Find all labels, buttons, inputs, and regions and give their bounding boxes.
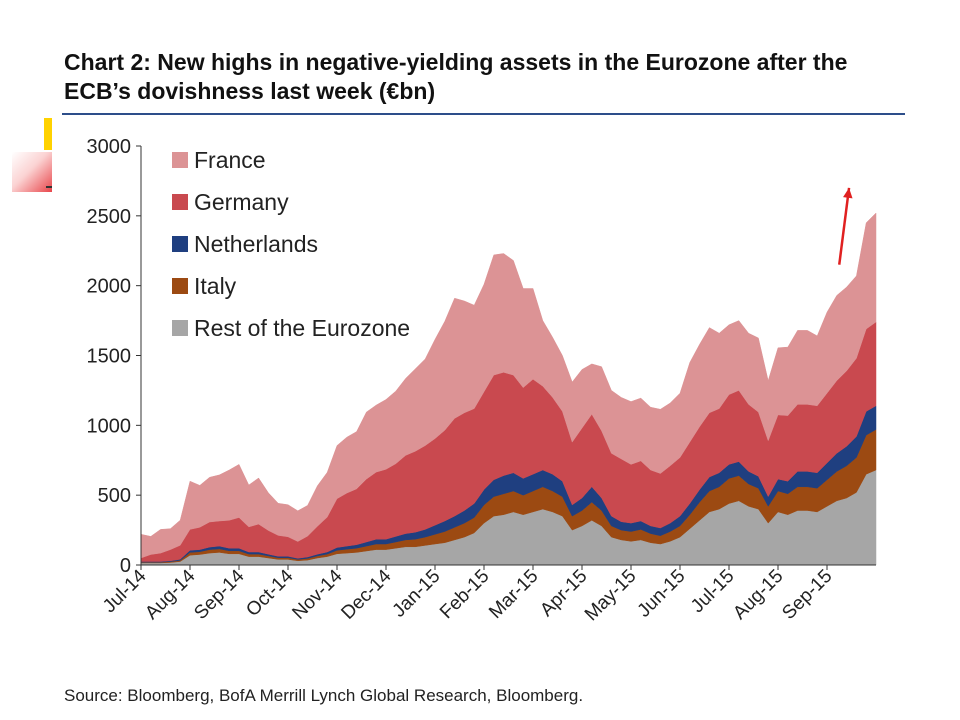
slide-accent-bar [44, 118, 52, 150]
x-tick-label: Aug-15 [729, 566, 787, 624]
legend-label: Germany [194, 188, 289, 215]
legend-swatch [172, 152, 188, 168]
y-tick-label: 0 [120, 555, 131, 577]
legend-swatch [172, 278, 188, 294]
x-tick-label: Sep-15 [778, 566, 836, 624]
legend-item: Netherlands [172, 223, 410, 265]
x-tick-label: Jun-15 [634, 566, 690, 622]
y-tick-label: 2000 [87, 276, 132, 298]
annotations [838, 187, 853, 265]
y-tick-label: 3000 [87, 136, 132, 158]
legend-item: France [172, 139, 410, 181]
trend-arrow-shaft [838, 187, 851, 265]
chart-source: Source: Bloomberg, BofA Merrill Lynch Gl… [64, 686, 584, 705]
legend-swatch [172, 320, 188, 336]
x-tick-label: Dec-14 [337, 565, 395, 623]
slide-accent-square [12, 152, 52, 192]
x-tick-label: Aug-14 [141, 565, 199, 623]
x-tick-label: Mar-15 [485, 566, 542, 623]
x-tick-label: Nov-14 [288, 565, 346, 623]
area-france [140, 212, 877, 559]
legend-label: Netherlands [194, 230, 319, 257]
x-tick-label: Sep-14 [190, 565, 248, 623]
x-tick-label: Jan-15 [389, 566, 445, 622]
trend-arrow-head [843, 187, 853, 199]
title-rule [62, 113, 905, 115]
x-tick-label: May-15 [581, 566, 641, 626]
legend-label: Rest of the Eurozone [194, 314, 411, 341]
y-tick-label: 2500 [87, 206, 132, 228]
y-tick-label: 1000 [87, 415, 132, 437]
chart-title: Chart 2: New highs in negative-yielding … [64, 49, 848, 104]
slide-accent-tick [46, 186, 52, 188]
legend-swatch [172, 236, 188, 252]
legend-item: Germany [172, 181, 410, 223]
x-tick-label: Oct-14 [242, 565, 297, 620]
legend: France Germany Netherlands Italy Rest of the… [172, 139, 410, 349]
y-tick-label: 500 [98, 485, 131, 507]
y-tick-label: 1500 [87, 346, 132, 368]
legend-label: France [194, 146, 266, 173]
legend-label: Italy [194, 272, 237, 299]
x-tick-label: Feb-15 [436, 566, 493, 623]
legend-swatch [172, 194, 188, 210]
legend-item: Italy [172, 265, 410, 307]
legend-item: Rest of the Eurozone [172, 307, 410, 349]
